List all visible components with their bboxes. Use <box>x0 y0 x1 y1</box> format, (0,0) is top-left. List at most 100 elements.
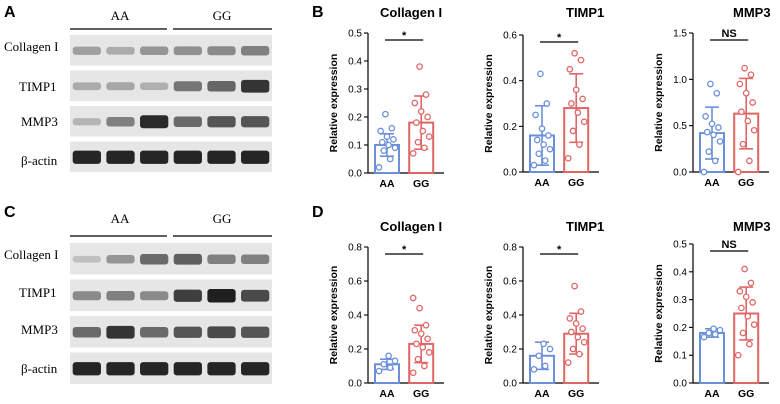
data-point <box>716 326 724 334</box>
blot-band <box>72 82 101 91</box>
data-point <box>576 141 583 148</box>
blot-background <box>70 352 272 384</box>
panel-letter-d: D <box>312 204 324 221</box>
blot-band <box>140 82 169 91</box>
data-point <box>572 320 580 327</box>
blot-band <box>207 116 236 128</box>
x-tick-label: AA <box>379 388 395 400</box>
data-point <box>734 168 742 176</box>
blot-band <box>140 46 169 56</box>
data-point <box>746 340 753 348</box>
y-tick-label: 0.4 <box>673 267 687 278</box>
data-point <box>533 136 541 144</box>
data-point <box>572 86 580 94</box>
data-point <box>705 148 713 155</box>
data-point <box>746 157 753 165</box>
data-point <box>742 89 750 97</box>
data-point <box>375 164 383 171</box>
chart-title: MMP3 <box>733 219 771 234</box>
blot-band <box>207 362 236 376</box>
blot-band <box>241 150 270 164</box>
data-point <box>711 157 719 165</box>
x-tick-label: AA <box>534 177 550 189</box>
x-tick-label: GG <box>738 388 754 400</box>
data-point <box>409 150 417 157</box>
blot-band <box>241 326 270 338</box>
data-point <box>574 333 582 341</box>
bar-aa <box>699 331 725 384</box>
blot-band <box>241 362 270 376</box>
blot-band <box>241 254 270 264</box>
blot-row-label: TIMP1 <box>19 79 57 94</box>
data-point <box>738 304 745 312</box>
blot-row-label: MMP3 <box>21 114 58 129</box>
blot-band <box>241 46 270 56</box>
data-point <box>702 113 709 120</box>
x-tick-label: AA <box>704 388 720 400</box>
blot-band <box>173 81 202 92</box>
significance-label: * <box>402 30 407 42</box>
data-point <box>716 138 724 145</box>
data-point <box>424 113 431 121</box>
x-tick-label: GG <box>413 388 429 400</box>
data-point <box>530 366 538 373</box>
data-point <box>700 333 708 341</box>
data-point <box>571 49 578 57</box>
data-point <box>580 118 588 126</box>
significance-label: * <box>557 32 562 44</box>
data-point <box>579 325 586 332</box>
blot-background <box>70 279 272 311</box>
blot-band <box>207 150 236 164</box>
y-tick-label: 0.2 <box>503 345 517 356</box>
data-point <box>530 161 538 169</box>
y-tick-label: 0.8 <box>503 243 517 254</box>
data-point <box>414 355 422 363</box>
data-point <box>703 128 711 136</box>
data-point <box>417 108 425 115</box>
data-point <box>382 110 389 118</box>
blot-band <box>207 254 236 264</box>
data-point <box>569 345 577 353</box>
western-blot-a: AA GG Collagen I TIMP1 MMP3 β-actin <box>4 8 272 172</box>
data-point <box>388 124 396 132</box>
blot-band <box>106 291 135 301</box>
data-point <box>419 127 427 135</box>
blot-band <box>106 325 135 339</box>
chart-b-mmp3: MMP3 0.0 0.5 1.0 1.5 Relative expression AA GG N… <box>653 5 771 189</box>
data-point <box>741 265 748 273</box>
data-point <box>386 364 394 372</box>
data-point <box>546 145 554 153</box>
data-point <box>535 352 543 360</box>
blot-band <box>106 362 135 376</box>
data-point <box>749 299 756 306</box>
panel-letter-b: B <box>312 4 324 21</box>
data-point <box>711 330 719 338</box>
blot-band <box>106 150 135 164</box>
blot-row-label: Collagen I <box>4 247 59 262</box>
data-point <box>541 362 549 370</box>
data-point <box>747 279 755 287</box>
data-point <box>734 351 742 359</box>
data-point <box>705 329 713 337</box>
panel-letter-a: A <box>4 4 16 21</box>
data-point <box>564 359 572 366</box>
data-point <box>749 99 756 106</box>
blot-background <box>70 141 272 172</box>
data-point <box>566 315 574 322</box>
data-point <box>377 127 384 135</box>
y-tick-label: 1.5 <box>673 29 687 40</box>
blot-band <box>241 289 270 302</box>
chart-title: MMP3 <box>733 5 771 20</box>
blot-band <box>173 289 202 302</box>
data-point <box>736 80 744 88</box>
data-point <box>385 352 392 360</box>
y-axis-label: Relative expression <box>653 53 665 152</box>
y-axis-label: Relative expression <box>653 264 665 363</box>
y-tick-label: 0.0 <box>673 379 687 390</box>
data-point <box>390 136 397 143</box>
data-point <box>747 71 755 79</box>
y-tick-label: 0.5 <box>348 29 362 40</box>
blot-band <box>140 362 169 376</box>
chart-d-mmp3: MMP3 0.0 0.1 0.2 0.3 0.4 0.5 Relative expressio… <box>653 219 771 400</box>
blot-group-label-gg: GG <box>213 211 232 226</box>
